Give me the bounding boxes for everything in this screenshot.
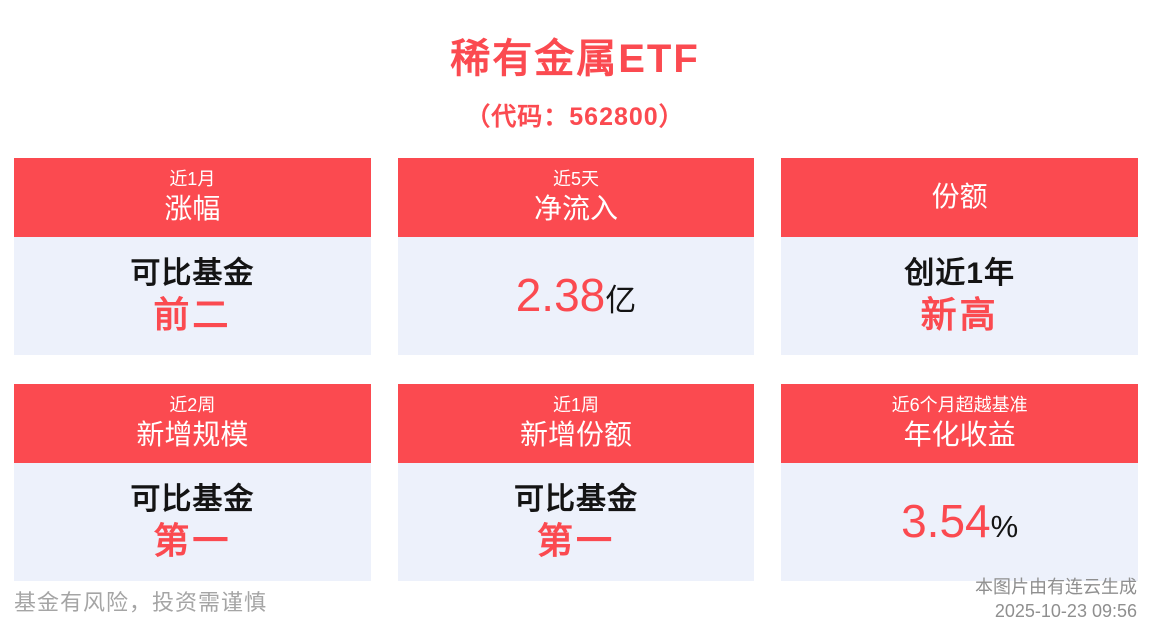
card-metric-label: 年化收益 bbox=[903, 419, 1016, 450]
risk-disclaimer: 基金有风险，投资需谨慎 bbox=[14, 590, 268, 615]
card-period-label: 近1月 bbox=[169, 168, 216, 189]
card-context-text: 可比基金 bbox=[130, 482, 255, 516]
card-period-label: 近5天 bbox=[552, 168, 599, 189]
card-highlight-value: 第一 bbox=[536, 520, 615, 562]
card-new-shares: 近1周 新增份额 可比基金 第一 bbox=[397, 384, 755, 581]
card-monthly-gain: 近1月 涨幅 可比基金 前二 bbox=[14, 158, 371, 355]
card-header: 近6个月超越基准 年化收益 bbox=[781, 384, 1138, 463]
generation-credit: 本图片由有连云生成 2025-10-23 09:56 bbox=[975, 576, 1137, 623]
card-body: 3.54 % bbox=[781, 463, 1138, 581]
card-net-inflow: 近5天 净流入 2.38 亿 bbox=[397, 158, 755, 355]
card-metric-label: 净流入 bbox=[533, 193, 618, 224]
card-metric-label: 新增规模 bbox=[136, 419, 249, 450]
stat-cards-grid: 近1月 涨幅 可比基金 前二 近5天 净流入 2.38 亿 bbox=[14, 158, 1138, 581]
card-body: 可比基金 前二 bbox=[14, 237, 371, 355]
card-highlight-value: 2.38 bbox=[515, 269, 606, 322]
card-value-suffix: 亿 bbox=[605, 283, 637, 319]
card-body: 可比基金 第一 bbox=[14, 463, 371, 581]
card-shares: 份额 创近1年 新高 bbox=[781, 158, 1138, 355]
card-value-suffix: % bbox=[990, 509, 1019, 545]
card-highlight-value: 新高 bbox=[920, 294, 999, 336]
card-header: 近1周 新增份额 bbox=[397, 384, 755, 463]
card-header: 近5天 净流入 bbox=[397, 158, 755, 237]
page-title: 稀有金属ETF bbox=[450, 37, 700, 81]
card-value-row: 第一 bbox=[537, 518, 615, 563]
card-metric-label: 新增份额 bbox=[519, 419, 632, 450]
card-value-row: 前二 bbox=[153, 292, 231, 337]
card-context-text: 可比基金 bbox=[513, 482, 638, 516]
credit-source-text: 本图片由有连云生成 bbox=[975, 577, 1137, 598]
card-body: 2.38 亿 bbox=[397, 237, 755, 355]
card-value-row: 2.38 亿 bbox=[516, 267, 637, 325]
card-period-label: 近6个月超越基准 bbox=[891, 394, 1028, 415]
card-body: 创近1年 新高 bbox=[781, 237, 1138, 355]
card-period-label: 近2周 bbox=[169, 394, 216, 415]
card-value-row: 第一 bbox=[153, 518, 231, 563]
card-context-text: 创近1年 bbox=[904, 256, 1015, 290]
card-new-scale: 近2周 新增规模 可比基金 第一 bbox=[14, 384, 371, 581]
card-body: 可比基金 第一 bbox=[397, 463, 755, 581]
card-highlight-value: 第一 bbox=[153, 520, 232, 562]
card-period-label: 近1周 bbox=[552, 394, 599, 415]
card-context-text: 可比基金 bbox=[130, 256, 255, 290]
card-highlight-value: 3.54 bbox=[901, 495, 991, 548]
credit-timestamp: 2025-10-23 09:56 bbox=[994, 600, 1137, 621]
card-metric-label: 涨幅 bbox=[164, 193, 221, 224]
card-highlight-value: 前二 bbox=[153, 294, 232, 336]
fund-code-subtitle: （代码：562800） bbox=[465, 103, 685, 131]
card-value-row: 新高 bbox=[921, 292, 999, 337]
card-header: 份额 bbox=[781, 158, 1138, 237]
card-header: 近1月 涨幅 bbox=[14, 158, 371, 237]
card-header: 近2周 新增规模 bbox=[14, 384, 371, 463]
card-value-row: 3.54 % bbox=[901, 493, 1018, 551]
card-metric-label: 份额 bbox=[931, 181, 988, 213]
card-annualized-return: 近6个月超越基准 年化收益 3.54 % bbox=[781, 384, 1138, 581]
